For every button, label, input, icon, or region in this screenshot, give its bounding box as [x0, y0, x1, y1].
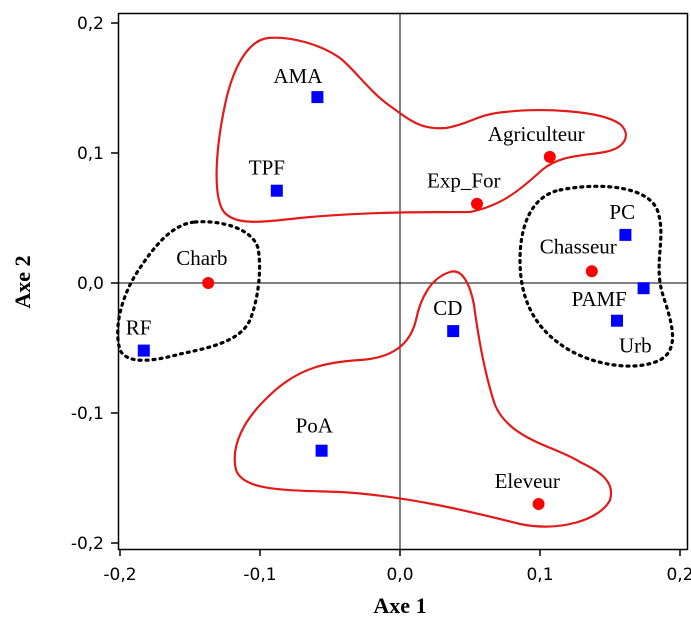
point-eleveur [532, 498, 545, 510]
group-outline-solid-bottom [233, 270, 613, 528]
label-chasseur: Chasseur [540, 234, 617, 258]
label-eleveur: Eleveur [495, 469, 560, 493]
point-tpf [270, 184, 283, 197]
x-tick-label: 0,0 [386, 565, 413, 585]
y-tick-label: 0,1 [77, 144, 104, 164]
point-poa [315, 444, 328, 457]
x-tick-label: -0,2 [103, 565, 136, 585]
point-pamf [637, 282, 650, 295]
y-tick-label: 0,0 [77, 274, 104, 294]
y-tick-label: 0,2 [77, 14, 104, 34]
point-agriculteur [543, 150, 556, 163]
y-tick-label: -0,1 [71, 404, 104, 424]
plot-frame [117, 12, 689, 551]
point-cd [447, 325, 460, 338]
point-rf [137, 344, 150, 357]
label-urb: Urb [619, 334, 652, 358]
y-tick-label: -0,2 [71, 534, 104, 554]
label-poa: PoA [296, 414, 334, 438]
x-tick-label: -0,1 [243, 565, 276, 585]
label-tpf: TPF [249, 156, 285, 180]
label-ama: AMA [273, 64, 323, 88]
axis-ticks: -0,2 -0,1 0,0 0,1 0,2 0,2 0,1 0,0 -0,1 -0,2 [71, 14, 691, 585]
label-pamf: PAMF [572, 287, 627, 311]
group-outline-dotted-left [116, 220, 262, 362]
x-axis-title: Axe 1 [373, 593, 426, 618]
label-cd: CD [433, 296, 462, 320]
point-ama [311, 91, 324, 104]
point-charb [202, 277, 215, 289]
point-exp-for [471, 197, 483, 210]
y-axis-title: Axe 2 [10, 255, 35, 308]
group-outline-solid-top [215, 36, 627, 223]
x-tick-label: 0,2 [666, 565, 691, 585]
point-chasseur [585, 265, 598, 278]
label-pc: PC [609, 200, 635, 224]
x-tick-label: 0,1 [526, 565, 553, 585]
label-agriculteur: Agriculteur [488, 122, 585, 146]
point-urb [611, 314, 623, 327]
label-rf: RF [126, 316, 152, 340]
group-outline-dotted-right [518, 184, 675, 368]
data-points: Agriculteur Exp_For Charb Chasseur Eleveur AM… [126, 64, 652, 510]
label-charb: Charb [176, 246, 227, 270]
point-pc [619, 228, 632, 241]
label-exp-for: Exp_For [427, 169, 501, 193]
